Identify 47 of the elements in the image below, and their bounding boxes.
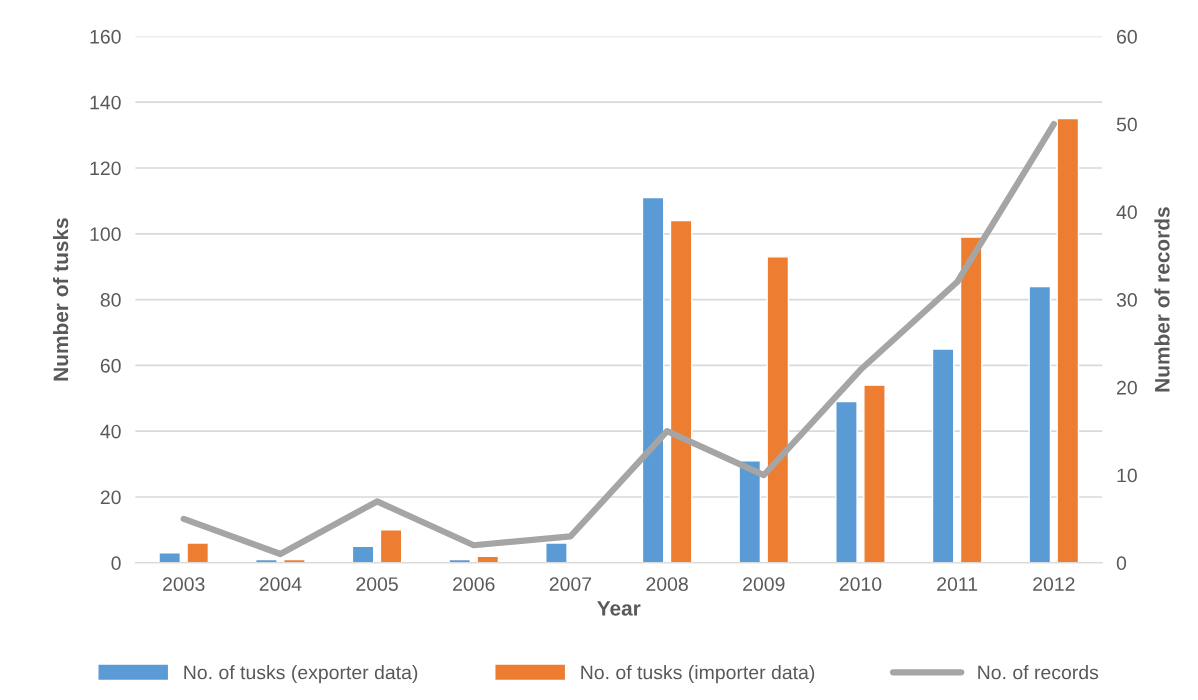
bar bbox=[158, 552, 182, 563]
y-tick-label: 140 bbox=[90, 95, 121, 110]
y-tick-label: 20 bbox=[100, 490, 121, 505]
y2-tick-label: 60 bbox=[1117, 29, 1137, 44]
bar bbox=[379, 529, 403, 563]
x-tick-label: 2008 bbox=[646, 577, 688, 591]
x-axis-title: Year bbox=[597, 601, 641, 616]
x-tick-label: 2005 bbox=[356, 577, 398, 591]
y2-tick-label: 20 bbox=[1117, 380, 1137, 395]
bar bbox=[1028, 285, 1052, 563]
x-tick-label: 2003 bbox=[163, 577, 205, 591]
x-tick-label: 2009 bbox=[743, 577, 785, 591]
bar bbox=[766, 256, 790, 563]
y2-tick-label: 0 bbox=[1116, 556, 1127, 571]
x-tick-label: 2011 bbox=[937, 577, 978, 591]
y-tick-label: 120 bbox=[90, 161, 121, 176]
legend-label: No. of tusks (importer data) bbox=[581, 665, 815, 684]
y-tick-label: 80 bbox=[100, 293, 121, 307]
y-tick-label: 60 bbox=[100, 358, 121, 373]
legend-label: No. of records bbox=[978, 665, 1099, 680]
bar bbox=[863, 384, 886, 563]
bar bbox=[959, 236, 983, 563]
bar bbox=[545, 542, 568, 563]
x-tick-label: 2007 bbox=[549, 577, 592, 591]
bar bbox=[186, 542, 210, 563]
bar bbox=[738, 460, 762, 563]
legend-label: No. of tusks (exporter data) bbox=[184, 665, 418, 684]
bar bbox=[835, 400, 858, 563]
bar bbox=[641, 196, 665, 563]
x-tick-label: 2012 bbox=[1033, 577, 1075, 591]
y2-tick-label: 50 bbox=[1116, 117, 1137, 132]
bar bbox=[669, 219, 693, 563]
bar bbox=[1056, 117, 1080, 563]
y-axis-title: Number of tusks bbox=[52, 218, 69, 381]
x-tick-label: 2010 bbox=[839, 577, 882, 591]
x-tick-label: 2004 bbox=[259, 577, 302, 591]
x-tick-label: 2006 bbox=[453, 577, 495, 591]
y2-tick-label: 40 bbox=[1116, 205, 1137, 220]
y2-tick-label: 10 bbox=[1117, 468, 1137, 483]
y-tick-label: 40 bbox=[100, 424, 121, 439]
bar bbox=[931, 348, 955, 563]
y2-tick-label: 30 bbox=[1116, 293, 1137, 307]
y-tick-label: 100 bbox=[90, 227, 121, 242]
y-tick-label: 0 bbox=[111, 556, 121, 571]
y2-axis-title: Number of records bbox=[1154, 207, 1170, 392]
y-tick-label: 160 bbox=[90, 29, 121, 44]
bar bbox=[351, 545, 375, 563]
